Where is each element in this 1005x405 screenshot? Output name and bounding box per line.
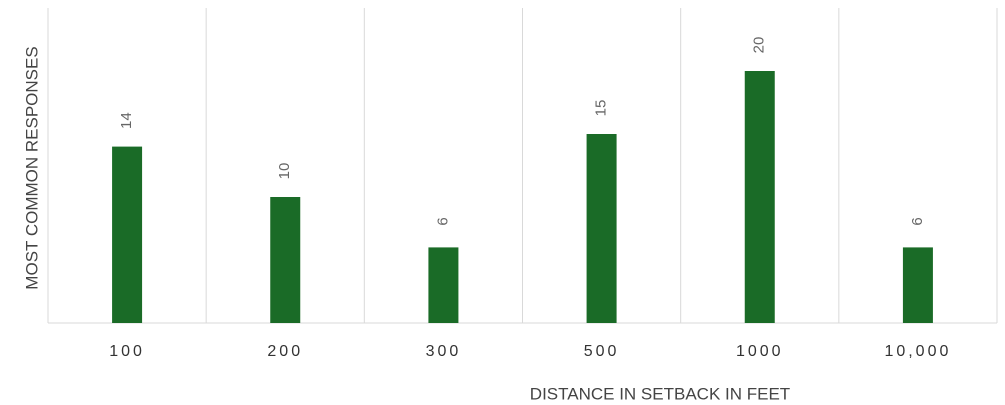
data-label: 20 xyxy=(751,37,768,54)
x-tick-label: 500 xyxy=(584,343,620,360)
x-tick-label: 200 xyxy=(267,343,303,360)
data-label: 14 xyxy=(118,112,135,129)
bar xyxy=(270,197,301,323)
data-label: 15 xyxy=(593,100,610,117)
x-tick-label: 300 xyxy=(426,343,462,360)
bar xyxy=(112,146,143,323)
y-axis-title: MOST COMMON RESPONSES xyxy=(22,46,41,289)
bar xyxy=(428,247,459,323)
x-axis-title: DISTANCE IN SETBACK IN FEET xyxy=(530,384,790,403)
bar xyxy=(902,247,933,323)
data-label: 6 xyxy=(434,217,451,225)
x-tick-label: 10,000 xyxy=(884,343,951,360)
data-label: 10 xyxy=(276,163,293,180)
bar xyxy=(744,71,775,323)
x-tick-label: 1000 xyxy=(736,343,784,360)
x-tick-label: 100 xyxy=(109,343,145,360)
bar xyxy=(586,134,617,323)
data-label: 6 xyxy=(909,217,926,225)
